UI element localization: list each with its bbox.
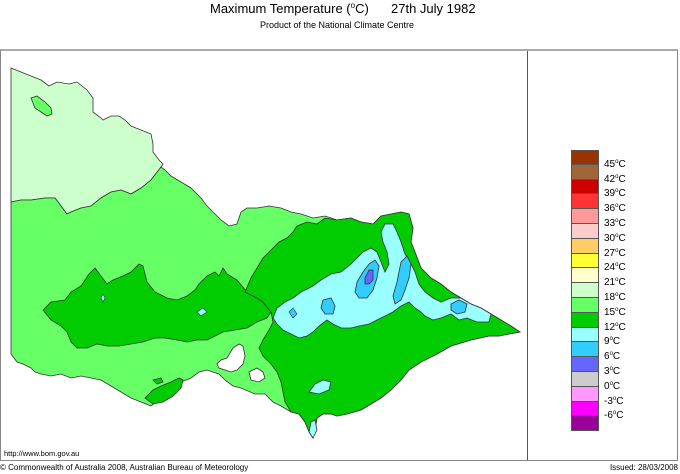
map-frame: http://www.bom.gov.au 45oC 42oC 39oC 36oC 33…	[0, 49, 678, 461]
title-unit: C)	[355, 1, 369, 16]
region-6-9-c	[450, 299, 468, 315]
bom-url[interactable]: http://www.bom.gov.au	[4, 449, 80, 458]
legend-swatch	[571, 416, 599, 432]
legend-label: 45oC	[604, 158, 626, 170]
legend-label: 36oC	[604, 203, 626, 215]
legend-swatch	[571, 357, 599, 372]
region-12-15-east	[244, 211, 522, 439]
issued-date: Issued: 28/03/2008	[609, 463, 678, 472]
region-9-12-west-spot	[196, 307, 208, 317]
legend-swatch	[571, 327, 599, 343]
legend-swatch	[571, 223, 599, 239]
title-text: Maximum Temperature (oC)	[210, 1, 369, 16]
legend-label: 12oC	[604, 321, 626, 333]
legend-swatch	[571, 283, 599, 298]
legend-label: 27oC	[604, 247, 626, 259]
legend-swatch	[571, 179, 599, 195]
legend-swatch	[571, 342, 599, 358]
legend: 45oC 42oC 39oC 36oC 33oC 30oC 27oC 24oC 21oC 18oC…	[571, 150, 626, 432]
map-panel: http://www.bom.gov.au	[1, 51, 528, 460]
region-6-9-e	[288, 307, 298, 319]
legend-label: 33oC	[604, 218, 626, 229]
legend-swatch	[571, 268, 599, 284]
region-6-9-b	[392, 255, 412, 305]
legend-swatch	[571, 312, 599, 328]
legend-swatch	[571, 297, 599, 313]
region-6-9-d	[320, 297, 336, 315]
region-9-12-blob2	[100, 293, 106, 303]
legend-label: 24oC	[604, 262, 626, 274]
port-phillip-bay	[216, 343, 246, 373]
region-12-15-otway	[144, 377, 184, 405]
subtitle: Product of the National Climate Centre	[0, 20, 680, 30]
region-9-12-south	[308, 379, 332, 395]
legend-label: 30oC	[604, 232, 626, 244]
region-9-12-wp	[308, 419, 318, 439]
degree-sup: o	[350, 1, 356, 10]
legend-label: 9oC	[604, 336, 621, 348]
region-12-15-small	[152, 377, 164, 385]
legend-label: 18oC	[604, 292, 626, 303]
legend-swatch	[571, 253, 599, 269]
legend-label: 6oC	[604, 351, 621, 363]
western-port	[248, 367, 266, 383]
legend-swatch	[571, 386, 599, 402]
title-label: Maximum Temperature (	[210, 1, 351, 16]
legend-swatch	[571, 401, 599, 417]
legend-swatch	[571, 371, 599, 387]
region-15-18-nw-blob	[30, 95, 53, 117]
copyright: © Commonwealth of Australia 2008, Austra…	[0, 463, 249, 472]
legend-label: 21oC	[604, 277, 626, 289]
chart-title: Maximum Temperature (oC) 27th July 1982	[0, 0, 680, 20]
legend-swatch	[571, 164, 599, 180]
legend-swatch	[571, 150, 599, 165]
title-date: 27th July 1982	[391, 1, 476, 16]
legend-swatch	[571, 209, 599, 224]
subtitle-text: Product of the National Climate Centre	[259, 20, 415, 30]
legend-label: 3oC	[604, 366, 621, 377]
legend-label: 15oC	[604, 306, 626, 318]
legend-swatch	[571, 194, 599, 210]
legend-label: 39oC	[604, 188, 626, 200]
region-3-6	[364, 269, 374, 285]
legend-label: -6oC	[604, 410, 624, 422]
legend-label: 0oC	[604, 380, 621, 392]
victoria-temperature-map	[10, 67, 522, 439]
legend-swatch	[571, 238, 599, 254]
legend-label: 42oC	[604, 173, 626, 185]
legend-label: -3oC	[604, 395, 624, 407]
